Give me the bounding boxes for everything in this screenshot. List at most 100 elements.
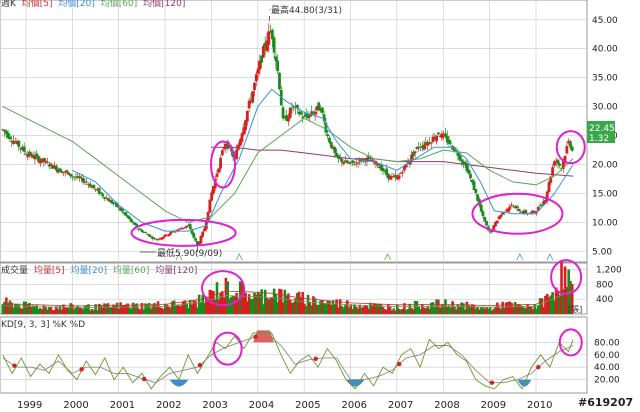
- volume-bar: [329, 304, 333, 314]
- candle-body: [190, 229, 194, 234]
- candle-body: [392, 176, 396, 178]
- candle-body: [263, 42, 267, 47]
- volume-bar: [303, 303, 306, 314]
- kd-cross-dot: [313, 356, 318, 362]
- volume-legend: 成交量 均量[5] 均量[20] 均量[60] 均量[120]: [1, 264, 197, 276]
- candle-body: [38, 160, 42, 164]
- volume-bar: [60, 309, 63, 314]
- candle-body: [179, 228, 183, 230]
- volume-bar: [169, 307, 172, 314]
- highlight-circle-volume: [550, 259, 583, 296]
- volume-bar: [304, 306, 308, 314]
- candle-body: [235, 149, 239, 160]
- volume-bar: [203, 302, 206, 314]
- volume-bar: [31, 305, 35, 314]
- volume-bar: [328, 300, 331, 314]
- candle-body: [13, 141, 17, 143]
- volume-bar: [565, 286, 569, 314]
- candle-body: [187, 225, 190, 227]
- volume-bar: [312, 296, 315, 314]
- candle-body: [397, 175, 401, 179]
- price-tick-label: 20.00: [592, 161, 618, 171]
- volume-bar: [30, 307, 33, 314]
- candle-body: [156, 238, 160, 240]
- kd-cross-dot: [536, 365, 541, 370]
- kd-legend: KD[9, 3, 3] %K %D: [1, 320, 85, 330]
- volume-bar: [81, 308, 85, 314]
- volume-ma60-line: [2, 290, 574, 308]
- candle-body: [560, 167, 563, 169]
- candle-body: [470, 179, 474, 183]
- volume-bar: [476, 306, 479, 314]
- volume-bar: [429, 302, 433, 314]
- volume-bar: [155, 305, 158, 314]
- candle-body: [563, 155, 567, 163]
- volume-bar: [346, 300, 349, 314]
- candle-body: [558, 163, 562, 166]
- candle-body: [58, 168, 62, 172]
- candle-body: [472, 181, 476, 191]
- candle-body: [419, 147, 422, 149]
- candle-body: [301, 117, 305, 119]
- volume-bar: [67, 307, 71, 314]
- volume-bar: [272, 288, 276, 314]
- price-tick-label: 40.00: [592, 45, 618, 55]
- volume-bar: [365, 305, 369, 314]
- volume-bar: [80, 308, 83, 314]
- candle-body: [463, 162, 467, 165]
- candle-body: [122, 212, 126, 214]
- volume-bar: [83, 306, 87, 314]
- volume-bar: [522, 307, 526, 314]
- volume-bar: [424, 308, 428, 314]
- signal-marker: [546, 253, 554, 261]
- kd-tick-label: 60.00: [594, 351, 620, 361]
- volume-bar: [24, 301, 28, 314]
- volume-bar: [278, 288, 281, 314]
- candle-body: [194, 238, 197, 241]
- volume-bar: [356, 308, 360, 314]
- volume-bar: [547, 298, 551, 314]
- signal-marker: [235, 253, 243, 261]
- candle-body: [183, 227, 187, 228]
- candle-body: [401, 172, 405, 174]
- volume-bar: [221, 291, 224, 314]
- volume-bar: [412, 309, 415, 314]
- volume-bar: [262, 304, 265, 314]
- candle-body: [310, 111, 314, 115]
- candle-body: [386, 173, 390, 179]
- volume-bar: [313, 298, 317, 314]
- candle-body: [438, 136, 442, 137]
- price-tick-label: 15.00: [592, 189, 618, 199]
- volume-bar: [174, 305, 178, 314]
- volume-bar: [106, 303, 110, 314]
- candle-body: [40, 158, 44, 162]
- candle-body: [147, 234, 151, 237]
- volume-bar: [149, 308, 153, 314]
- volume-bar: [49, 307, 53, 314]
- volume-bar: [271, 297, 274, 314]
- candle-body: [8, 136, 12, 140]
- candle-body: [381, 168, 385, 172]
- volume-bar: [287, 293, 290, 314]
- candle-body: [461, 161, 465, 165]
- candle-body: [552, 161, 556, 166]
- volume-bar: [240, 282, 244, 314]
- x-tick-label: 2005: [295, 400, 320, 411]
- volume-bar: [290, 302, 294, 314]
- volume-bar: [56, 309, 60, 314]
- volume-bar: [235, 292, 238, 314]
- kd-panel: [2, 330, 574, 390]
- volume-bar: [340, 306, 344, 314]
- volume-bar: [10, 302, 14, 314]
- candle-body: [142, 232, 146, 234]
- volume-tick-label: 1,200: [596, 266, 622, 276]
- candle-body: [238, 139, 242, 146]
- volume-bar: [269, 298, 272, 314]
- volume-bar: [376, 303, 379, 314]
- volume-bar: [97, 303, 101, 314]
- candle-body: [570, 146, 574, 151]
- volume-bar: [242, 286, 246, 314]
- volume-bar: [460, 302, 463, 314]
- candle-body: [274, 56, 278, 62]
- volume-bar: [292, 302, 296, 314]
